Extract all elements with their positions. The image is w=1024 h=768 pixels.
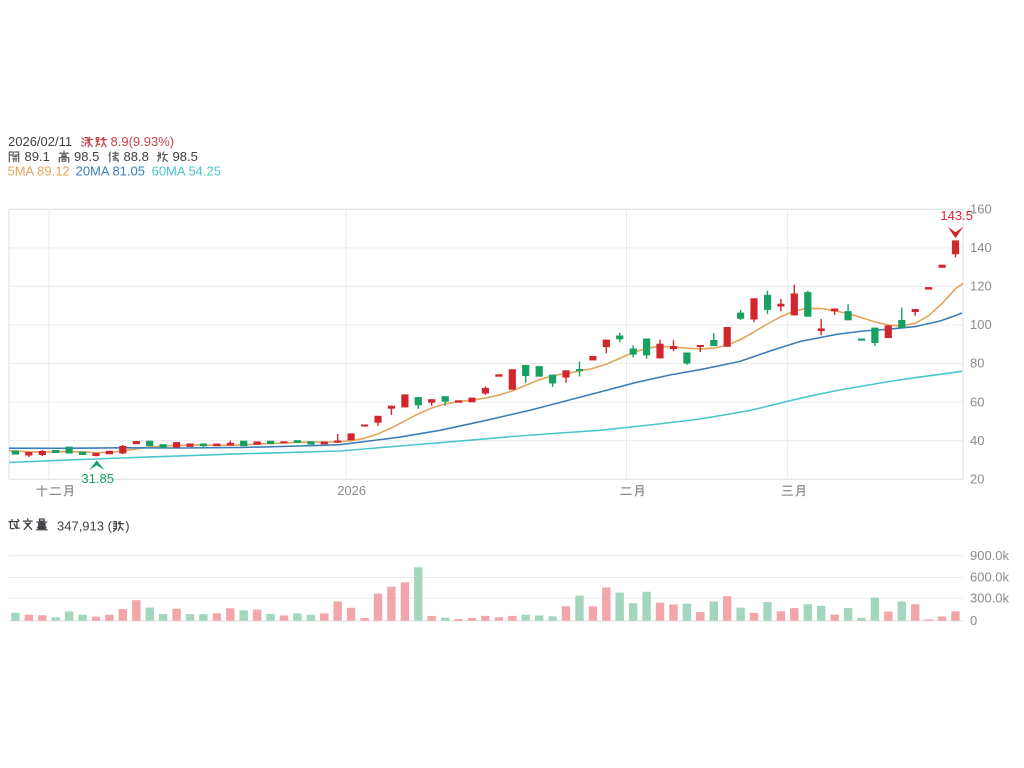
svg-text:60MA 54.25: 60MA 54.25	[152, 164, 221, 179]
svg-text:5MA 89.12: 5MA 89.12	[8, 164, 70, 179]
svg-text:88.8: 88.8	[124, 149, 149, 164]
svg-text:900.0k: 900.0k	[970, 548, 1010, 563]
svg-text:80: 80	[970, 356, 984, 371]
svg-text:40: 40	[970, 433, 984, 448]
svg-text:2026/02/11: 2026/02/11	[8, 134, 72, 149]
svg-text:300.0k: 300.0k	[970, 591, 1010, 606]
svg-text:20: 20	[970, 471, 984, 486]
svg-text:2026: 2026	[337, 483, 366, 498]
svg-text:): )	[125, 519, 129, 534]
svg-text:600.0k: 600.0k	[970, 570, 1010, 585]
svg-text:8.9(9.93%): 8.9(9.93%)	[111, 134, 175, 149]
svg-text:89.1: 89.1	[25, 149, 50, 164]
svg-text:98.5: 98.5	[173, 149, 198, 164]
svg-text:140: 140	[970, 240, 992, 255]
svg-text:31.85: 31.85	[81, 471, 114, 486]
svg-text:100: 100	[970, 317, 992, 332]
svg-text:0: 0	[970, 613, 977, 628]
svg-text:98.5: 98.5	[74, 149, 99, 164]
svg-text:60: 60	[970, 394, 984, 409]
svg-text:160: 160	[970, 202, 992, 217]
svg-text:20MA 81.05: 20MA 81.05	[76, 164, 145, 179]
svg-text:120: 120	[970, 279, 992, 294]
svg-text:143.5: 143.5	[940, 208, 973, 223]
svg-text:347,913 (: 347,913 (	[57, 519, 113, 534]
